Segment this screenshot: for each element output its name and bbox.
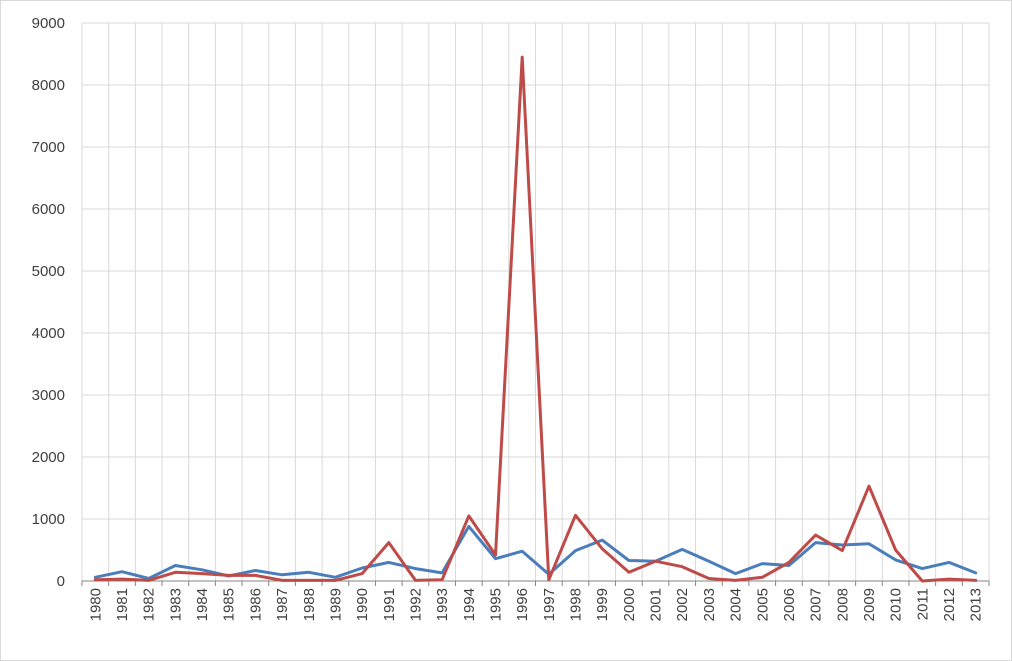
- x-tick-label: 1980: [87, 588, 104, 621]
- x-tick-label: 1993: [434, 588, 451, 621]
- x-tick-label: 1988: [301, 588, 318, 621]
- x-tick-label: 2009: [861, 588, 878, 621]
- series-line-2: [93, 55, 978, 583]
- series-lines: [93, 55, 978, 583]
- x-tick-label: 2005: [754, 588, 771, 621]
- y-tick-label: 3000: [32, 387, 65, 404]
- x-tick-label: 1985: [221, 588, 238, 621]
- x-tick-label: 1997: [541, 588, 558, 621]
- x-tick-label: 2008: [834, 588, 851, 621]
- x-tick-label: 1982: [141, 588, 158, 621]
- x-tick-label: 2006: [781, 588, 798, 621]
- x-axis: 1980 1981 1982 1983 1984 1985 1986 1987 1988 1989…: [81, 580, 990, 621]
- x-tick-label: 2003: [701, 588, 718, 621]
- y-tick-label: 4000: [32, 325, 65, 342]
- y-tick-label: 9000: [32, 15, 65, 32]
- x-tick-label: 1986: [247, 588, 264, 621]
- x-tick-label: 2002: [674, 588, 691, 621]
- x-tick-label: 2000: [621, 588, 638, 621]
- x-tick-label: 2012: [941, 588, 958, 621]
- y-tick-label: 5000: [32, 263, 65, 280]
- x-tick-label: 2007: [808, 588, 825, 621]
- x-tick-label: 1995: [487, 588, 504, 621]
- x-tick-label: 2011: [914, 588, 931, 620]
- y-tick-label: 2000: [32, 449, 65, 466]
- y-tick-label: 6000: [32, 201, 65, 218]
- x-tick-label: 1989: [327, 588, 344, 621]
- x-tick-label: 1983: [167, 588, 184, 621]
- x-tick-label: 1999: [594, 588, 611, 621]
- x-tick-label: 1984: [194, 588, 211, 621]
- x-tick-label: 1990: [354, 588, 371, 621]
- x-tick-label: 1994: [461, 588, 478, 621]
- y-tick-label: 8000: [32, 77, 65, 94]
- y-tick-label: 1000: [32, 511, 65, 528]
- x-tick-label: 1987: [274, 588, 291, 621]
- x-tick-label: 1996: [514, 588, 531, 621]
- y-tick-label: 0: [57, 573, 65, 590]
- y-tick-label: 7000: [32, 139, 65, 156]
- x-tick-label: 2013: [968, 588, 985, 621]
- x-tick-label: 1998: [568, 588, 585, 621]
- x-tick-label: 1981: [114, 588, 131, 621]
- y-axis: 0 1000 2000 3000 4000 5000 6000 7000 8000 9000: [32, 15, 65, 590]
- x-tick-label: 2001: [648, 588, 665, 621]
- x-tick-label: 1991: [381, 588, 398, 621]
- x-tick-label: 2004: [728, 588, 745, 621]
- x-tick-label: 1992: [407, 588, 424, 621]
- x-tick-label: 2010: [888, 588, 905, 621]
- gridlines: [81, 22, 990, 582]
